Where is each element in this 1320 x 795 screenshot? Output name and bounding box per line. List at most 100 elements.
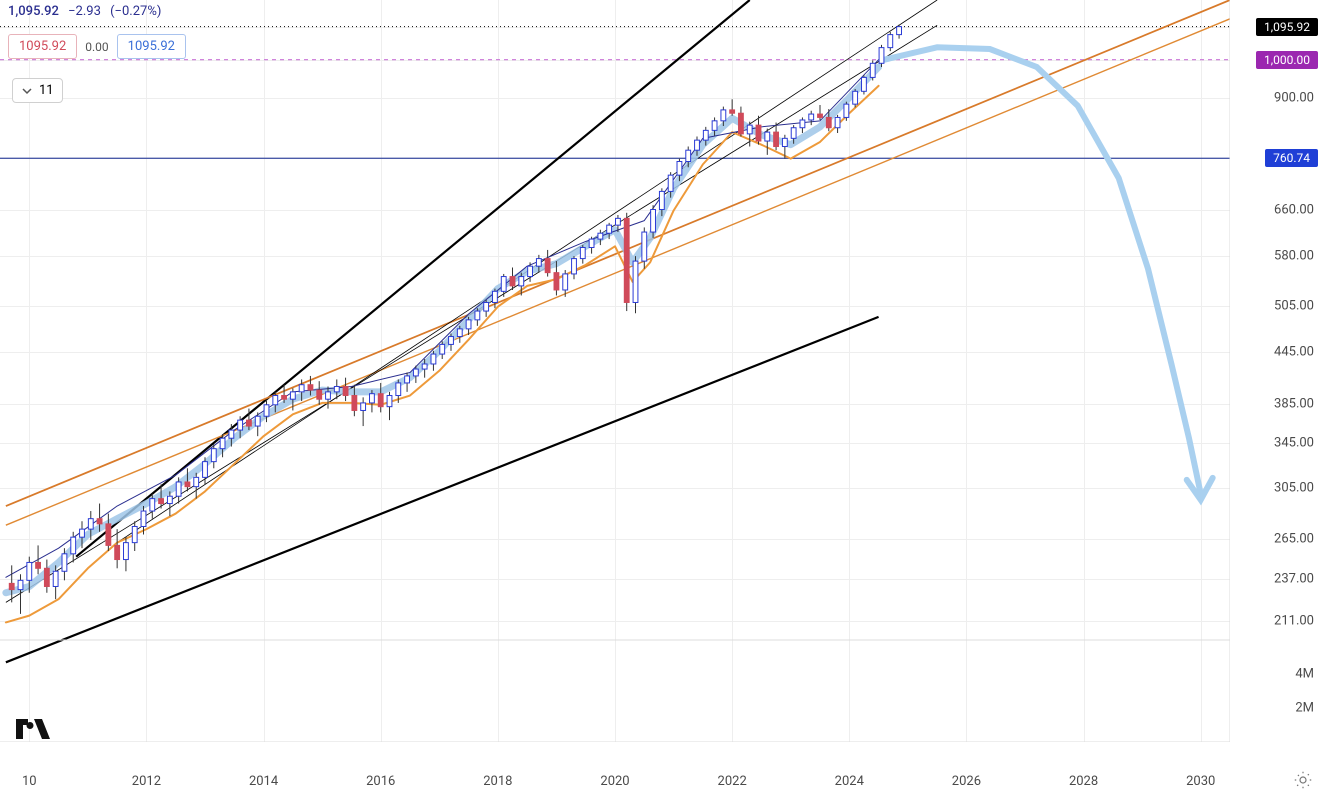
candle — [115, 545, 120, 559]
candle — [501, 277, 506, 292]
interval-dropdown[interactable]: 11 — [12, 78, 63, 103]
candle — [528, 266, 533, 276]
volume-tick-label: 2M — [1295, 701, 1314, 716]
y-tick-label: 445.00 — [1274, 344, 1314, 359]
quote-header: 1,095.92 −2.93 (−0.27%) — [8, 4, 161, 19]
value-box-ask[interactable]: 1095.92 — [117, 34, 186, 59]
candle — [870, 63, 875, 77]
x-tick-label: 2020 — [600, 774, 629, 789]
y-tick-label: 660.00 — [1274, 202, 1314, 217]
candle — [897, 27, 902, 35]
candle — [247, 420, 252, 426]
candle — [334, 386, 339, 391]
x-tick-label: 10 — [22, 774, 37, 789]
candle — [387, 396, 392, 407]
tradingview-logo — [16, 719, 50, 739]
candle — [255, 416, 260, 426]
candle — [361, 403, 366, 411]
candle — [290, 392, 295, 399]
candle — [826, 117, 831, 127]
candle — [238, 420, 243, 430]
candle — [879, 48, 884, 64]
candle — [18, 580, 23, 589]
value-box-bid[interactable]: 1095.92 — [8, 34, 77, 59]
candle — [44, 568, 49, 586]
candle — [413, 369, 418, 376]
candle — [176, 482, 181, 496]
candle — [818, 114, 823, 117]
candle — [159, 499, 164, 504]
candle — [449, 337, 454, 345]
candle — [440, 344, 445, 354]
candle — [299, 385, 304, 392]
candle — [203, 462, 208, 478]
candle — [809, 114, 814, 120]
candle — [642, 232, 647, 261]
candle — [370, 394, 375, 403]
candle — [167, 496, 172, 503]
price-badge: 1,095.92 — [1256, 18, 1318, 36]
x-tick-label: 2012 — [132, 774, 161, 789]
candle — [475, 311, 480, 320]
candle — [484, 302, 489, 311]
candle — [211, 449, 216, 462]
price-badge: 1,000.00 — [1256, 51, 1318, 69]
candle — [493, 291, 498, 302]
candle — [80, 529, 85, 537]
y-tick-label: 211.00 — [1274, 613, 1314, 628]
candle — [457, 329, 462, 337]
candle — [580, 247, 585, 258]
candle — [185, 482, 190, 487]
candle — [519, 277, 524, 286]
candle — [141, 511, 146, 526]
candle — [229, 430, 234, 438]
x-tick-label: 2016 — [366, 774, 395, 789]
x-tick-label: 2022 — [718, 774, 747, 789]
y-tick-label: 237.00 — [1274, 571, 1314, 586]
candle — [598, 233, 603, 239]
candle — [747, 125, 752, 134]
candle — [343, 386, 348, 395]
x-tick-label: 2030 — [1186, 774, 1215, 789]
candle — [396, 383, 401, 396]
x-tick-label: 2024 — [835, 774, 864, 789]
candle — [378, 394, 383, 407]
y-tick-label: 900.00 — [1274, 90, 1314, 105]
candle — [800, 120, 805, 128]
candle — [27, 562, 32, 580]
settings-button[interactable] — [1294, 771, 1312, 789]
candle — [36, 562, 41, 568]
gear-icon — [1294, 771, 1312, 789]
candle — [589, 239, 594, 247]
last-price: 1,095.92 — [8, 4, 59, 19]
candle — [431, 354, 436, 364]
candle — [264, 405, 269, 416]
candle — [88, 519, 93, 529]
y-tick-label: 305.00 — [1274, 480, 1314, 495]
y-tick-label: 505.00 — [1274, 299, 1314, 314]
candle — [317, 390, 322, 399]
candle — [194, 477, 199, 486]
candle — [150, 499, 155, 511]
candle — [545, 259, 550, 273]
candle — [62, 554, 67, 571]
candle — [510, 277, 515, 286]
value-boxes: 1095.92 0.00 1095.92 — [8, 34, 186, 59]
candle — [765, 132, 770, 141]
candle — [326, 392, 331, 399]
y-tick-label: 580.00 — [1274, 249, 1314, 264]
x-tick-label: 2014 — [249, 774, 278, 789]
candle — [124, 543, 129, 560]
candle — [888, 35, 893, 48]
candle — [695, 140, 700, 150]
candles-layer — [0, 0, 1230, 742]
candle — [536, 259, 541, 267]
candle — [668, 175, 673, 191]
candle — [53, 571, 58, 586]
candle — [712, 121, 717, 131]
candle — [633, 261, 638, 302]
candle — [352, 396, 357, 411]
volume-tick-label: 4M — [1295, 667, 1314, 682]
candle — [9, 583, 14, 589]
x-tick-label: 2028 — [1069, 774, 1098, 789]
